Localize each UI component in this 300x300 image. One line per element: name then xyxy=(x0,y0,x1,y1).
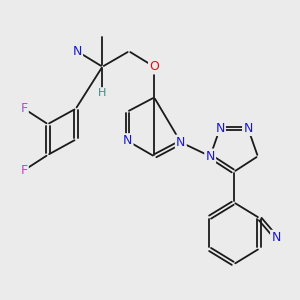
Text: N: N xyxy=(243,122,253,135)
Text: F: F xyxy=(20,164,28,177)
Text: N: N xyxy=(73,45,82,58)
Text: N: N xyxy=(123,134,132,147)
Text: O: O xyxy=(149,60,159,73)
Text: F: F xyxy=(20,102,28,115)
Text: N: N xyxy=(206,150,215,163)
Text: N: N xyxy=(176,136,185,149)
Text: N: N xyxy=(271,231,281,244)
Text: N: N xyxy=(215,122,225,135)
Text: H: H xyxy=(98,88,106,98)
